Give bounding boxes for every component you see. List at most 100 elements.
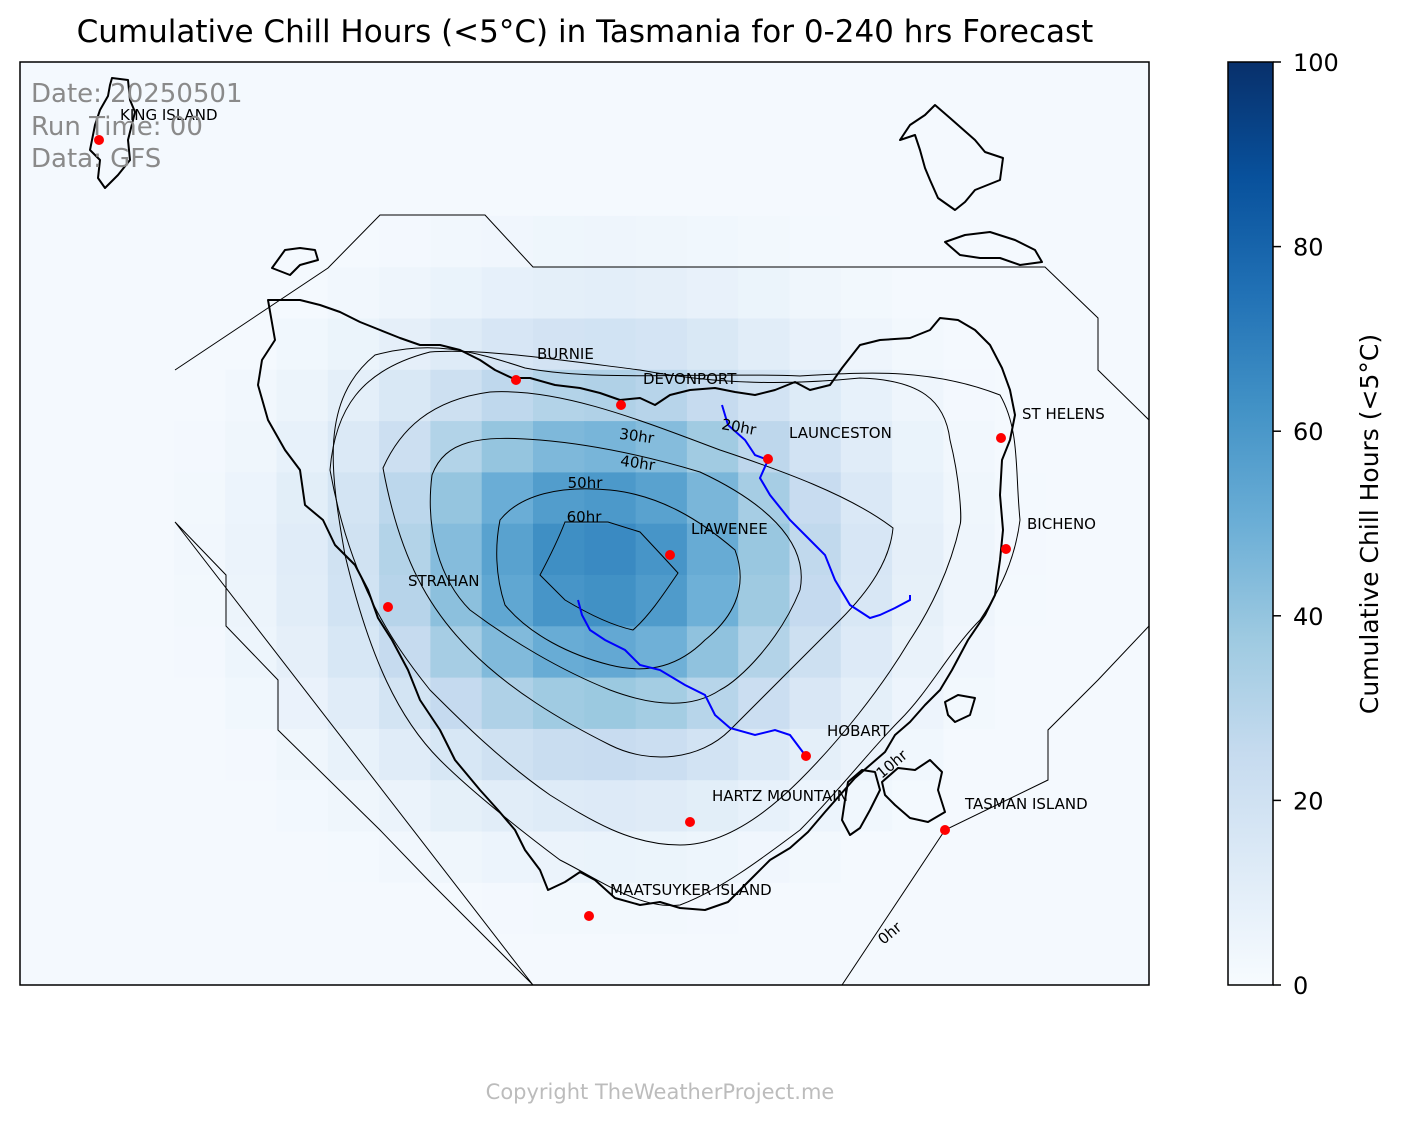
river-northeast <box>721 404 911 620</box>
heatmap-cell <box>892 472 944 525</box>
heatmap-cell <box>994 780 1047 833</box>
heatmap-cell <box>635 728 688 781</box>
heatmap-cell <box>379 472 431 525</box>
heatmap-cell <box>481 831 534 884</box>
heatmap-cell <box>20 626 72 679</box>
heatmap-cell <box>327 421 380 473</box>
heatmap-cell <box>943 575 996 627</box>
info-data-source: Data: GFS <box>31 144 161 174</box>
heatmap-cell <box>173 472 226 525</box>
heatmap-cell <box>276 164 329 217</box>
heatmap-cell <box>1097 677 1149 730</box>
heatmap-cell <box>533 62 585 114</box>
heatmap-cell <box>225 677 278 730</box>
heatmap-cell <box>943 113 996 166</box>
heatmap-cell <box>943 780 996 833</box>
heatmap-cell <box>20 164 72 217</box>
heatmap-cell <box>840 934 893 985</box>
contour-0hr <box>174 214 1149 985</box>
coast-mainland <box>257 299 1016 911</box>
heatmap-cell <box>225 215 278 268</box>
heatmap-cell <box>173 831 226 884</box>
heatmap-cell <box>738 677 791 730</box>
heatmap-cell <box>20 421 72 473</box>
heatmap-cell <box>584 831 637 884</box>
heatmap-cell <box>1148 369 1149 422</box>
heatmap-cell <box>686 472 739 525</box>
heatmap-cell <box>1097 985 1149 1037</box>
heatmap-cell <box>738 831 791 884</box>
heatmap-cell <box>738 267 791 320</box>
heatmap-cell <box>481 421 534 473</box>
heatmap-cell <box>635 934 688 985</box>
heatmap-cell <box>1046 62 1098 114</box>
contour-40hr <box>429 437 802 704</box>
colorbar-gradient <box>1227 61 1274 986</box>
heatmap-cell <box>533 267 585 320</box>
heatmap-cell <box>789 728 842 781</box>
heatmap-cell <box>1046 831 1098 884</box>
city-label-hobart: HOBART <box>827 722 890 740</box>
city-markers: KING ISLAND BURNIE DEVONPORT LAUNCESTON ST H… <box>94 106 1105 921</box>
heatmap-cell <box>584 882 637 935</box>
heatmap-cell <box>122 575 175 627</box>
heatmap-cell <box>892 575 944 627</box>
chart-title: Cumulative Chill Hours (<5°C) in Tasmani… <box>76 14 1094 50</box>
heatmap-cell <box>738 318 791 371</box>
heatmap-cell <box>1046 164 1098 217</box>
heatmap-cell <box>225 472 278 525</box>
heatmap-cell <box>481 267 534 320</box>
heatmap-cell <box>379 575 431 627</box>
heatmap-cell <box>379 728 431 781</box>
heatmap-cell <box>1148 780 1149 833</box>
heatmap-cell <box>584 215 637 268</box>
heatmap-cell <box>327 728 380 781</box>
heatmap-cell <box>173 934 226 985</box>
heatmap-cell <box>173 267 226 320</box>
heatmap-cell <box>533 934 585 985</box>
heatmap-cell <box>481 882 534 935</box>
heatmap-cell <box>892 985 944 1037</box>
heatmap-cell <box>1046 626 1098 679</box>
heatmap-cell <box>122 113 175 166</box>
heatmap-cell <box>327 831 380 884</box>
heatmap-cell <box>481 626 534 679</box>
heatmap-cell <box>71 677 124 730</box>
heatmap-cell <box>174 985 226 1037</box>
heatmap-cell <box>1148 677 1149 730</box>
heatmap-cell <box>686 164 739 217</box>
heatmap-cell <box>635 626 688 679</box>
heatmap-cell <box>379 421 431 473</box>
heatmap-cell <box>790 985 842 1037</box>
city-marker-maatsuyker-island <box>584 911 594 921</box>
heatmap-cell <box>276 831 329 884</box>
heatmap-cell <box>379 934 431 985</box>
heatmap-cell <box>892 780 944 833</box>
heatmap-cell <box>686 780 739 833</box>
city-marker-liawenee <box>665 550 675 560</box>
heatmap-cell <box>122 421 175 473</box>
heatmap-cell <box>430 780 483 833</box>
heatmap-cell <box>533 369 585 422</box>
heatmap-cell <box>738 421 791 473</box>
heatmap-cell <box>1046 523 1098 576</box>
heatmap-cell <box>892 215 944 268</box>
heatmap-cell <box>635 421 688 473</box>
heatmap-cell <box>635 831 688 884</box>
heatmap-cell <box>122 369 175 422</box>
heatmap-cell <box>225 985 277 1037</box>
city-marker-devonport <box>616 400 626 410</box>
city-marker-hobart <box>801 751 811 761</box>
heatmap-cell <box>1097 472 1149 525</box>
heatmap-cell <box>1046 215 1098 268</box>
heatmap-cell <box>840 626 893 679</box>
heatmap-cell <box>327 62 380 114</box>
city-label-liawenee: LIAWENEE <box>691 520 768 538</box>
heatmap-cell <box>1148 318 1149 371</box>
map-frame <box>19 61 1150 986</box>
heatmap-cell <box>276 934 329 985</box>
heatmap-cell <box>994 677 1047 730</box>
heatmap-cell <box>71 985 123 1037</box>
heatmap-cell <box>481 113 534 166</box>
heatmap-cell <box>225 164 278 217</box>
